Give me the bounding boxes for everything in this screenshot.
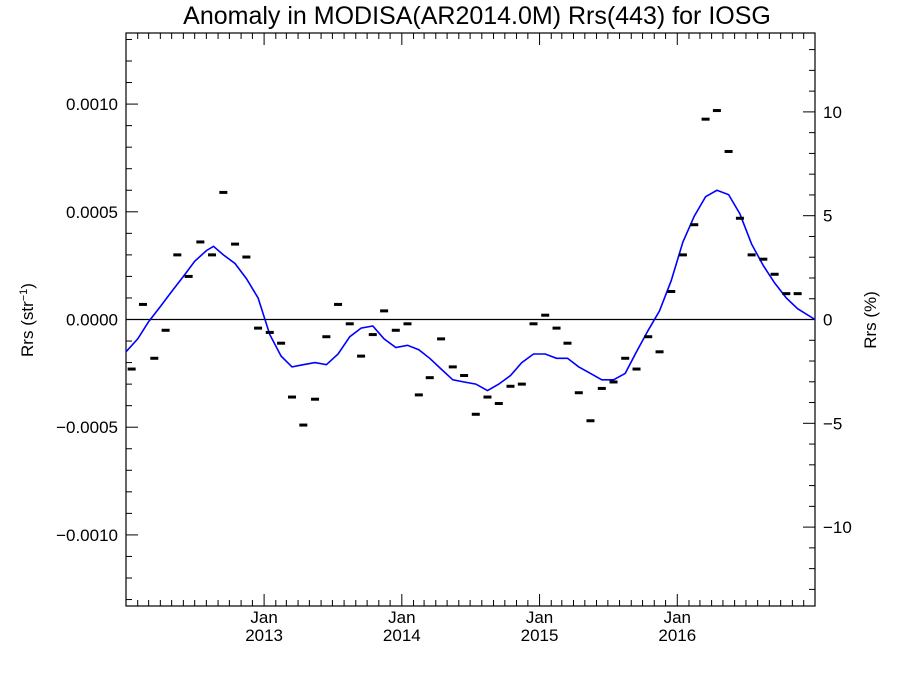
anomaly-point (299, 423, 308, 427)
anomaly-point (448, 365, 457, 369)
anomaly-point (552, 326, 561, 330)
anomaly-point (782, 292, 791, 296)
right-tick-label: 5 (823, 207, 832, 226)
left-tick-label: 0.0000 (66, 311, 118, 330)
anomaly-point (425, 376, 434, 380)
anomaly-point (208, 253, 217, 257)
anomaly-point (288, 395, 297, 399)
anomaly-point (173, 253, 182, 257)
anomaly-point (724, 149, 733, 153)
anomaly-point (357, 354, 366, 358)
chart-title: Anomaly in MODISA(AR2014.0M) Rrs(443) fo… (183, 2, 771, 30)
right-tick-label: 0 (823, 311, 832, 330)
anomaly-point (793, 292, 802, 296)
anomaly-point (506, 384, 515, 388)
anomaly-point (655, 350, 664, 354)
anomaly-point (541, 313, 550, 317)
anomaly-point (196, 240, 205, 244)
left-y-axis-label-main: Rrs (str (18, 301, 37, 357)
anomaly-point (597, 386, 606, 390)
anomaly-point (517, 382, 526, 386)
anomaly-point (483, 395, 492, 399)
anomaly-point (471, 412, 480, 416)
x-tick-month-label: Jan (664, 608, 691, 627)
left-y-axis-label-superscript: −1 (18, 289, 30, 302)
anomaly-point (231, 242, 240, 246)
right-y-axis: 10 5 0 −5 −10 (803, 49, 852, 590)
x-tick-year-label: 2016 (658, 626, 696, 645)
anomaly-point (563, 341, 572, 345)
anomaly-point (219, 190, 228, 194)
left-tick-label: 0.0005 (66, 203, 118, 222)
x-tick-year-label: 2014 (383, 626, 421, 645)
smoothed-anomaly-series (125, 189, 816, 392)
anomaly-point (529, 322, 538, 326)
right-tick-label: 10 (823, 103, 842, 122)
anomaly-point (368, 333, 377, 337)
x-tick-year-label: 2013 (245, 626, 283, 645)
anomaly-point (127, 367, 136, 371)
anomaly-point (460, 374, 469, 378)
anomaly-point (334, 302, 343, 306)
anomaly-point (609, 380, 618, 384)
x-tick-year-label: 2015 (521, 626, 559, 645)
anomaly-point (277, 341, 286, 345)
anomaly-point (712, 109, 721, 113)
anomaly-point (494, 402, 503, 406)
anomaly-point (242, 255, 251, 259)
left-y-axis-label: Rrs (str−1) (18, 283, 37, 357)
anomaly-point (632, 367, 641, 371)
anomaly-point (138, 302, 147, 306)
anomaly-point (345, 322, 354, 326)
anomaly-point (690, 223, 699, 227)
x-tick-month-label: Jan (526, 608, 553, 627)
right-tick-label: −10 (823, 518, 852, 537)
anomaly-point (667, 289, 676, 293)
left-tick-label: −0.0005 (56, 418, 118, 437)
anomaly-point (701, 117, 710, 121)
anomaly-point (437, 337, 446, 341)
anomaly-point (254, 326, 263, 330)
anomaly-point (759, 257, 768, 261)
anomaly-point (391, 328, 400, 332)
anomaly-point (311, 397, 320, 401)
anomaly-point (322, 335, 331, 339)
anomaly-point (644, 335, 653, 339)
anomaly-point (403, 322, 412, 326)
left-tick-label: −0.0010 (56, 526, 118, 545)
anomaly-point (747, 253, 756, 257)
right-tick-label: −5 (823, 414, 842, 433)
left-tick-label: 0.0010 (66, 95, 118, 114)
anomaly-point (735, 216, 744, 220)
left-y-axis: 0.0010 0.0005 0.0000 −0.0005 −0.0010 (56, 38, 138, 601)
anomaly-point (574, 391, 583, 395)
anomaly-point (380, 309, 389, 313)
smoothed-anomaly-line (125, 189, 816, 392)
anomaly-point (161, 328, 170, 332)
anomaly-point (265, 330, 274, 334)
anomaly-point (150, 356, 159, 360)
x-tick-month-label: Jan (250, 608, 277, 627)
anomaly-point (678, 253, 687, 257)
anomaly-point (184, 274, 193, 278)
monthly-anomaly-series (127, 109, 802, 427)
right-y-axis-label: Rrs (%) (861, 291, 880, 349)
left-y-axis-label-close: ) (18, 283, 37, 289)
anomaly-point (586, 419, 595, 423)
anomaly-point (770, 272, 779, 276)
anomaly-point (621, 356, 630, 360)
x-tick-month-label: Jan (388, 608, 415, 627)
anomaly-point (414, 393, 423, 397)
